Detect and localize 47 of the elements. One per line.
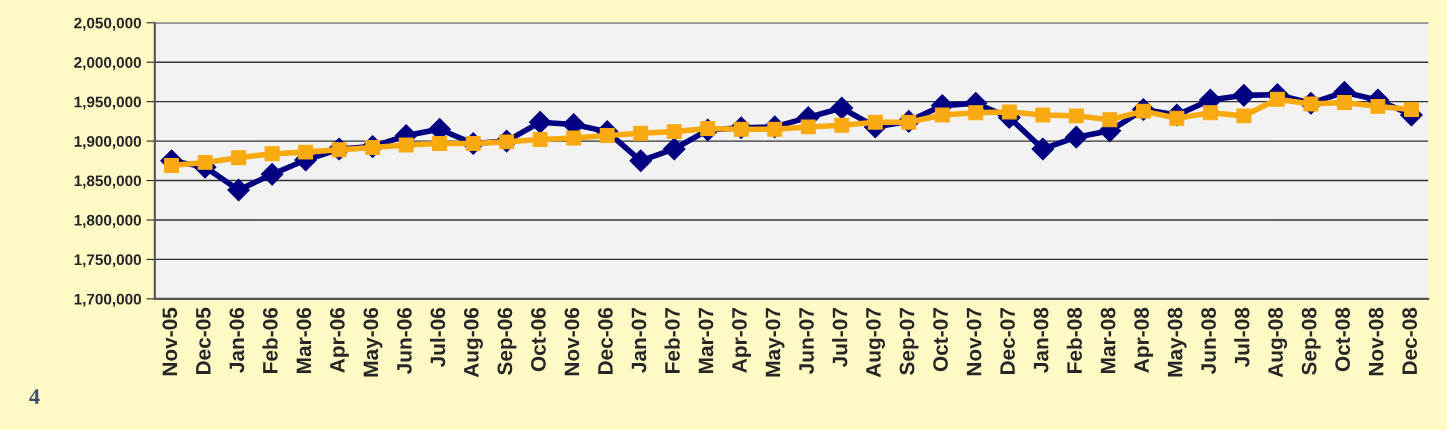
y-tick-label: 2,050,000 (74, 17, 142, 31)
x-tick-label: Feb-06 (262, 307, 278, 373)
x-tick-label: May-07 (765, 308, 785, 377)
x-tick-label: Dec-05 (195, 307, 211, 375)
x-tick-label: Oct-08 (1335, 307, 1351, 372)
x-tick-label: Oct-06 (531, 307, 546, 372)
y-tick-label: 2,000,000 (74, 57, 142, 71)
y-tick-label: 1,850,000 (74, 175, 142, 189)
x-tick-label: Jul-08 (1234, 307, 1250, 368)
x-tick-label: Sep-08 (1301, 307, 1321, 375)
x-tick-label: Jun-08 (1201, 307, 1216, 375)
x-tick-label: Dec-06 (598, 307, 613, 375)
x-tick-label: Apr-07 (732, 308, 751, 373)
x-tick-label: Aug-06 (463, 307, 483, 378)
y-tick-label: 1,950,000 (74, 96, 142, 110)
x-tick-label: Jul-06 (429, 307, 446, 368)
x-tick-label: May-08 (1167, 307, 1187, 377)
x-tick-label: Jun-07 (799, 308, 814, 375)
x-tick-label: Aug-07 (866, 308, 885, 378)
x-tick-label: Mar-06 (296, 307, 312, 373)
x-tick-label: Sep-07 (899, 308, 919, 375)
x-tick-label: May-06 (363, 307, 383, 377)
x-tick-label: Mar-07 (698, 308, 714, 373)
y-tick-label: 1,900,000 (74, 135, 142, 149)
x-tick-label: Nov-05 (162, 307, 178, 376)
x-tick-label: Jan-08 (1033, 307, 1049, 373)
x-tick-label: Apr-06 (329, 307, 349, 373)
y-tick-label: 1,700,000 (74, 293, 142, 307)
y-tick-label: 1,800,000 (74, 214, 142, 228)
x-tick-label: Feb-08 (1066, 307, 1082, 373)
x-tick-label: Mar-08 (1100, 307, 1116, 373)
x-tick-label: Jun-06 (396, 307, 412, 375)
x-tick-label: Oct-07 (933, 308, 948, 372)
x-tick-label: Jan-07 (631, 308, 647, 373)
text: 4 (29, 389, 40, 404)
x-tick-label: Sep-06 (497, 307, 517, 375)
x-tick-label: Nov-07 (966, 308, 982, 376)
x-tick-label: Dec-07 (1000, 308, 1015, 375)
x-tick-label: Aug-08 (1268, 307, 1288, 378)
x-tick-label: Feb-07 (664, 308, 680, 373)
x-tick-label: Nov-08 (1368, 307, 1384, 376)
x-tick-label: Apr-08 (1134, 307, 1154, 373)
x-tick-label: Jan-06 (229, 307, 245, 373)
x-tick-label: Jul-07 (832, 308, 848, 368)
y-tick-label: 1,750,000 (74, 254, 142, 268)
x-tick-label: Dec-08 (1402, 307, 1418, 375)
x-tick-label: Nov-06 (564, 307, 580, 376)
